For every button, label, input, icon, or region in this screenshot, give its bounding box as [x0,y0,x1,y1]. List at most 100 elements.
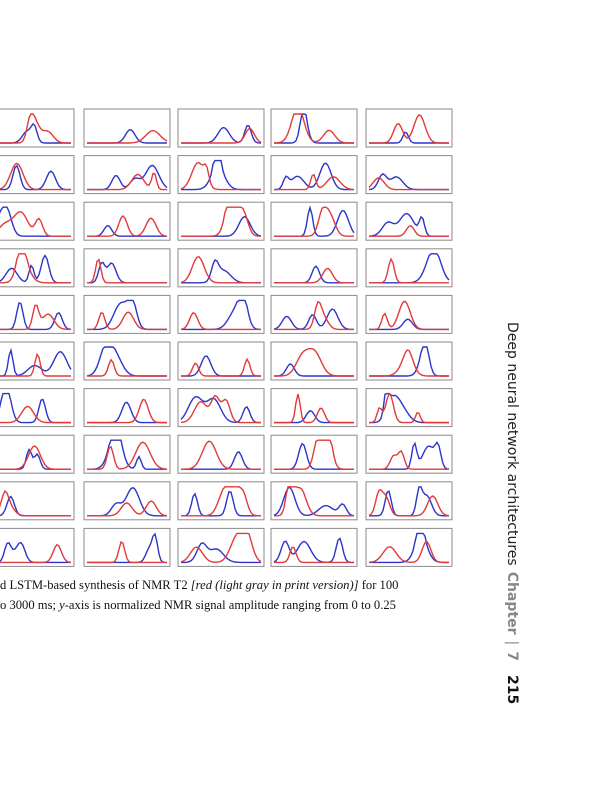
subplot-panel [83,434,171,474]
measured-t2-curve [0,347,72,377]
measured-t2-curve [273,537,354,564]
synthesized-t2-curve [369,300,449,331]
subplot-panel [177,481,265,521]
caption-italic-text: [red (light gray in print version)] [190,578,359,592]
subplot-frame [83,155,171,195]
synthesized-t2-curve [181,486,261,517]
subplot-panel [0,201,75,241]
synthesized-t2-curve [181,127,262,144]
subplot-panel [270,201,358,241]
synthesized-t2-curve [274,206,354,237]
synthesized-t2-curve [0,445,71,470]
synthesized-t2-curve [181,440,261,470]
synthesized-t2-curve [180,312,261,331]
subplot-panel [177,388,265,428]
synthesized-t2-curve [0,405,71,424]
synthesized-t2-curve [180,256,261,284]
synthesized-t2-curve [87,258,167,284]
synthesized-t2-curve [274,300,354,331]
synthesized-t2-curve [274,486,354,517]
synthesized-t2-curve [87,172,167,191]
subplot-panel [0,481,75,521]
subplot-panel [0,248,75,288]
synthesized-t2-curve [87,358,167,377]
synthesized-t2-curve [369,114,449,144]
subplot-panel [83,248,171,288]
subplot-panel [177,248,265,288]
running-head: Deep neural network architectures Chapter… [504,322,520,704]
subplot-panel [177,108,265,148]
measured-t2-curve [87,224,167,237]
subplot-frame [365,108,453,148]
measured-t2-curve [181,490,261,517]
measured-t2-curve [181,542,261,564]
subplot-frame [0,341,75,381]
synthesized-t2-curve [273,113,354,144]
synthesized-t2-curve [87,441,168,470]
subplot-frame [83,294,171,334]
synthesized-t2-curve [181,357,261,377]
synthesized-t2-curve [274,347,354,377]
subplot-frame [0,108,75,148]
synthesized-t2-curve [274,546,354,564]
subplot-frame [365,527,453,567]
subplot-panel [83,294,171,334]
subplot-frame [270,341,358,381]
synthesized-t2-curve [0,253,71,284]
measured-t2-curve [0,541,71,564]
subplot-frame [177,434,265,474]
measured-t2-curve [181,451,261,470]
subplot-panel [0,294,75,334]
synthesized-t2-curve [369,392,449,424]
subplot-panel [83,481,171,521]
synthesized-t2-curve [87,500,168,517]
chapter-label: Chapter [504,571,520,635]
subplot-frame [83,341,171,381]
subplot-frame [365,248,453,288]
synthesized-t2-curve [181,206,262,237]
subplot-frame [365,201,453,241]
subplot-panel [177,201,265,241]
subplot-panel [270,481,358,521]
chapter-number: 7 [504,651,520,661]
subplot-panel [365,388,453,428]
subplot-frame [0,481,75,521]
measured-t2-curve [273,162,354,191]
synthesized-t2-curve [87,311,167,331]
subplot-frame [83,481,171,521]
subplot-panel [270,388,358,428]
separator: | [504,640,520,646]
subplot-panel [0,434,75,474]
subplot-panel [0,108,75,148]
subplot-panel [270,527,358,567]
subplot-panel [177,434,265,474]
subplot-panel [365,434,453,474]
subplot-panel [83,108,171,148]
subplot-frame [83,201,171,241]
section-title: Deep neural network architectures [504,322,520,566]
subplot-frame [365,341,453,381]
synthesized-t2-curve [274,393,354,424]
synthesized-t2-curve [0,162,71,191]
subplot-panel [83,201,171,241]
subplot-panel [365,341,453,381]
figure-caption-line-1: d LSTM-based synthesis of NMR T2 [red (l… [0,579,480,592]
subplot-frame [270,201,358,241]
subplot-panel [365,294,453,334]
subplot-panel [83,341,171,381]
synthesized-t2-curve [87,398,167,424]
subplot-frame [177,341,265,381]
synthesized-t2-curve [274,173,355,191]
synthesized-t2-curve [180,532,262,563]
subplot-frame [83,388,171,428]
subplot-panel [0,155,75,195]
subplot-panel [177,341,265,381]
synthesized-t2-curve [274,439,354,470]
subplot-frame [365,388,453,428]
subplot-panel [0,341,75,381]
synthesized-t2-curve [368,540,449,564]
subplot-frame [0,155,75,195]
synthesized-t2-curve [180,394,261,424]
caption-italic-text: y [59,598,65,612]
